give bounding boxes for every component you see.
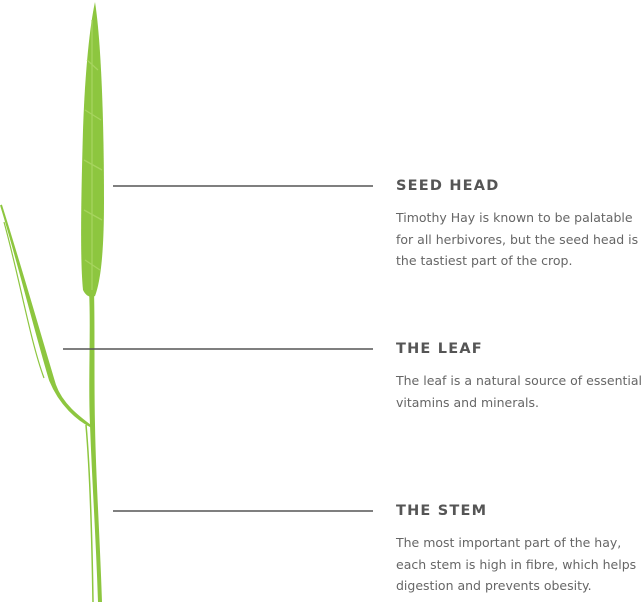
section-text: The most important part of the hay,	[396, 535, 622, 550]
section-title: THE STEM	[396, 503, 488, 519]
section: THE LEAF The leaf is a natural source of …	[396, 339, 643, 413]
section: SEED HEAD Timothy Hay is known to be pala…	[396, 176, 643, 272]
leaf-vein	[3, 221, 45, 379]
spacer	[396, 521, 643, 532]
section-title: SEED HEAD	[396, 178, 500, 194]
section-text: Timothy Hay is known to be palatable	[396, 210, 633, 225]
spacer	[396, 196, 643, 207]
seed-head-texture	[83, 20, 103, 290]
spacer	[396, 359, 643, 370]
section-text: digestion and prevents obesity.	[396, 578, 592, 593]
section-text: vitamins and minerals.	[396, 394, 539, 410]
section-text: The leaf is a natural source of essentia…	[396, 373, 643, 388]
stem-fiber	[85, 424, 94, 602]
section-text: each stem is high in fibre, which helps	[396, 556, 637, 572]
section: THE STEM The most important part of the h…	[396, 501, 643, 597]
stem	[89, 290, 102, 602]
section-text: the tastiest part of the crop.	[396, 253, 573, 268]
section-text: for all herbivores, but the seed head is	[396, 231, 639, 247]
leaf	[0, 204, 93, 428]
section-title: THE LEAF	[396, 341, 483, 357]
